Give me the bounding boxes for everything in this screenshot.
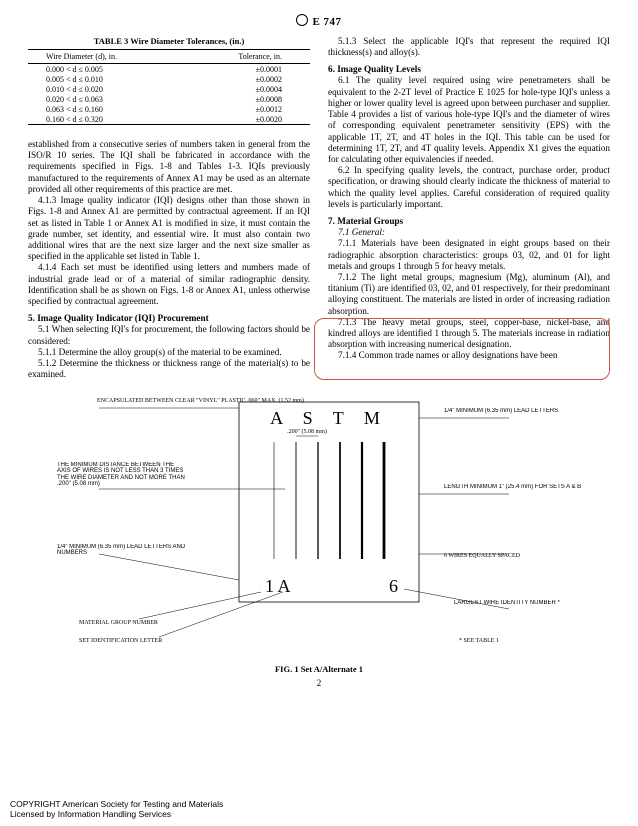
figure-svg: A S T M .200" (5.08 mm) 1 A 6 ENCAPSULAT…	[39, 394, 599, 656]
cell: ±0.0020	[184, 114, 311, 125]
para-413: 4.1.3 Image quality indicator (IQI) desi…	[28, 195, 310, 262]
copyright-line2: Licensed by Information Handling Service…	[10, 810, 223, 820]
cell: ±0.0008	[184, 94, 311, 104]
para-71-text: 7.1 General:	[338, 227, 385, 237]
two-column-layout: TABLE 3 Wire Diameter Tolerances, (in.) …	[28, 36, 610, 380]
para-512: 5.1.2 Determine the thickness or thickne…	[28, 358, 310, 380]
svg-text:ENCAPSULATED BETWEEN CLEAR "VI: ENCAPSULATED BETWEEN CLEAR "VINYL" PLAST…	[97, 397, 304, 404]
table3-hdr-left: Wire Diameter (d), in.	[28, 50, 184, 64]
para-61: 6.1 The quality level required using wir…	[328, 75, 610, 165]
heading-5: 5. Image Quality Indicator (IQI) Procure…	[28, 313, 310, 323]
heading-6: 6. Image Quality Levels	[328, 64, 610, 74]
cell: ±0.0004	[184, 84, 311, 94]
cell: ±0.0001	[184, 64, 311, 75]
para-713: 7.1.3 The heavy metal groups, steel, cop…	[328, 317, 610, 351]
svg-text:6 WIRES EQUALLY SPACED: 6 WIRES EQUALLY SPACED	[444, 553, 521, 559]
table3-hdr-right: Tolerance, in.	[184, 50, 311, 64]
svg-text:* SEE TABLE 1: * SEE TABLE 1	[459, 638, 499, 644]
para-414: 4.1.4 Each set must be identified using …	[28, 262, 310, 307]
para-714: 7.1.4 Common trade names or alloy design…	[328, 350, 610, 361]
svg-text:SET IDENTIFICATION LETTER: SET IDENTIFICATION LETTER	[79, 638, 162, 644]
cell: 0.020 < d ≤ 0.063	[28, 94, 184, 104]
left-column: TABLE 3 Wire Diameter Tolerances, (in.) …	[28, 36, 310, 380]
figure-1: A S T M .200" (5.08 mm) 1 A 6 ENCAPSULAT…	[28, 394, 610, 674]
para-711: 7.1.1 Materials have been designated in …	[328, 238, 610, 272]
cell: 0.063 < d ≤ 0.160	[28, 104, 184, 114]
copyright-block: COPYRIGHT American Society for Testing a…	[10, 800, 223, 820]
fig-astm: A S T M	[270, 408, 388, 428]
cell: 0.160 < d ≤ 0.320	[28, 114, 184, 125]
right-column: 5.1.3 Select the applicable IQI's that r…	[328, 36, 610, 380]
para-511: 5.1.1 Determine the alloy group(s) of th…	[28, 347, 310, 358]
cell: ±0.0002	[184, 74, 311, 84]
para-62: 6.2 In specifying quality levels, the co…	[328, 165, 610, 210]
table3-title: TABLE 3 Wire Diameter Tolerances, (in.)	[28, 36, 310, 46]
svg-text:.200" (5.08 mm): .200" (5.08 mm)	[287, 428, 327, 435]
para-513: 5.1.3 Select the applicable IQI's that r…	[328, 36, 610, 58]
para-51: 5.1 When selecting IQI's for procurement…	[28, 324, 310, 346]
para: established from a consecutive series of…	[28, 139, 310, 195]
svg-text:MATERIAL GROUP NUMBER: MATERIAL GROUP NUMBER	[79, 620, 158, 626]
standard-header: E 747	[28, 14, 610, 28]
table3: Wire Diameter (d), in. Tolerance, in. 0.…	[28, 49, 310, 125]
heading-7: 7. Material Groups	[328, 216, 610, 226]
page-number: 2	[28, 678, 610, 688]
cell: ±0.0012	[184, 104, 311, 114]
svg-text:6: 6	[389, 576, 398, 596]
para-712: 7.1.2 The light metal groups, magnesium …	[328, 272, 610, 317]
cell: 0.000 < d ≤ 0.005	[28, 64, 184, 75]
para-71: 7.1 General:	[328, 227, 610, 238]
figure-caption: FIG. 1 Set A/Alternate 1	[28, 664, 610, 674]
cell: 0.010 < d ≤ 0.020	[28, 84, 184, 94]
svg-text:1 A: 1 A	[265, 576, 291, 596]
cell: 0.005 < d ≤ 0.010	[28, 74, 184, 84]
